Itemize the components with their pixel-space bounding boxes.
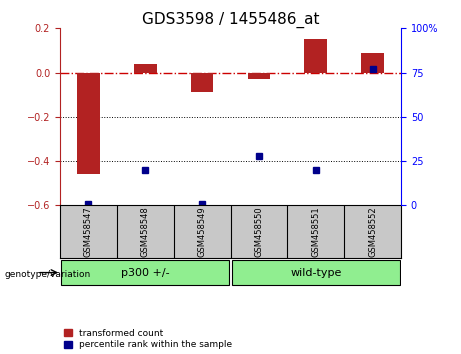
FancyBboxPatch shape (231, 260, 400, 285)
Title: GDS3598 / 1455486_at: GDS3598 / 1455486_at (142, 12, 319, 28)
Text: genotype/variation: genotype/variation (5, 270, 91, 279)
Text: p300 +/-: p300 +/- (121, 268, 170, 278)
Text: GSM458548: GSM458548 (141, 206, 150, 257)
Text: GSM458552: GSM458552 (368, 206, 377, 257)
Bar (304, 39, 327, 73)
Text: GSM458550: GSM458550 (254, 206, 263, 257)
Bar (134, 64, 157, 73)
Text: wild-type: wild-type (290, 268, 342, 278)
Bar (361, 53, 384, 73)
Bar (248, 73, 270, 79)
Bar (191, 73, 213, 92)
Text: GSM458551: GSM458551 (311, 206, 320, 257)
FancyBboxPatch shape (61, 260, 230, 285)
Text: GSM458549: GSM458549 (198, 206, 207, 257)
Text: GSM458547: GSM458547 (84, 206, 93, 257)
Legend: transformed count, percentile rank within the sample: transformed count, percentile rank withi… (65, 329, 232, 349)
Bar (77, 73, 100, 175)
